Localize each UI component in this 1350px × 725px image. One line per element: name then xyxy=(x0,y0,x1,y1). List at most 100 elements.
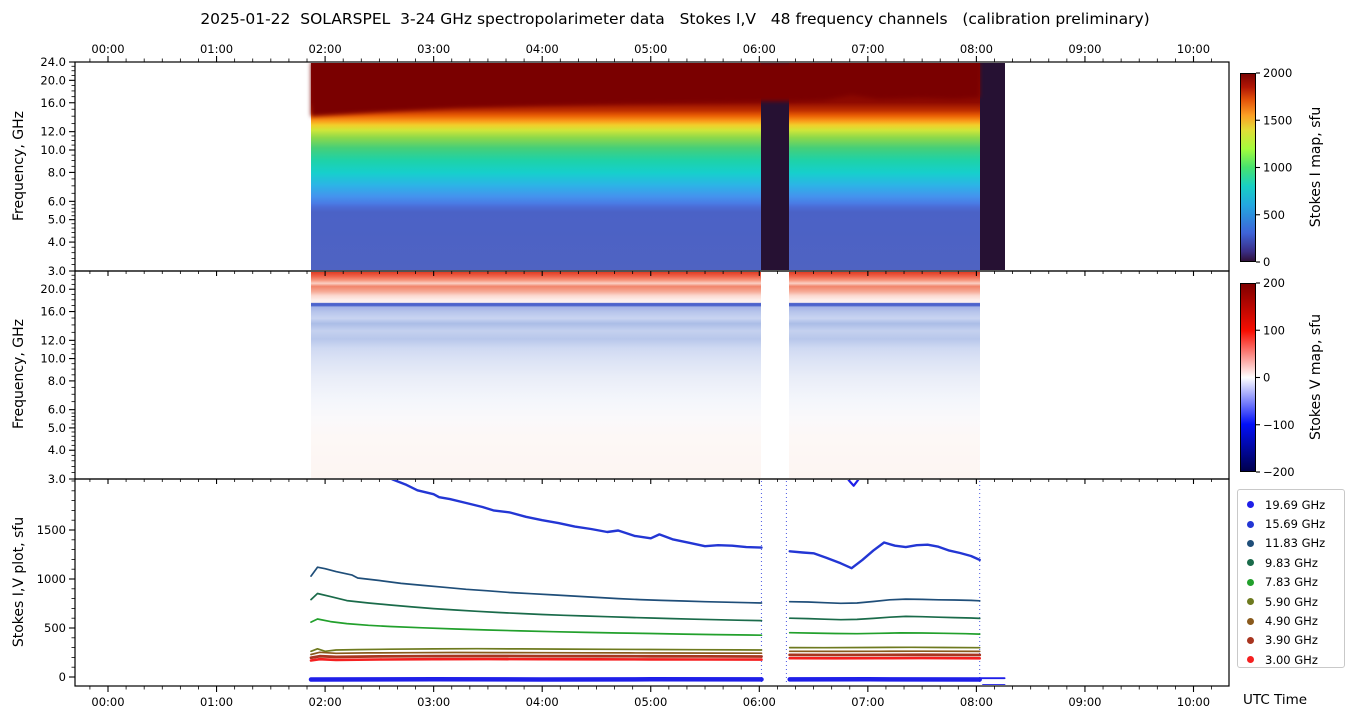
colorbar-tick-label: −100 xyxy=(1263,418,1295,432)
series-7.83 GHz xyxy=(310,618,763,637)
freq-tick-label: 20.0 xyxy=(40,282,66,296)
stokes-v-colorbar-label: Stokes V map, sfu xyxy=(1308,313,1324,440)
stokes-i-colorbar-label: Stokes I map, sfu xyxy=(1308,106,1324,227)
x-tick-label-top: 05:00 xyxy=(634,42,667,56)
freq-tick-label: 6.0 xyxy=(48,194,66,208)
series-3.90 GHz xyxy=(309,654,763,660)
colorbar-tick-label: 2000 xyxy=(1263,66,1292,80)
x-tick-label-top: 06:00 xyxy=(743,42,776,56)
colorbar-tick-label: 500 xyxy=(1263,208,1285,222)
x-tick-label-bottom: 08:00 xyxy=(960,695,993,709)
colorbar-tick-label: 0 xyxy=(1263,255,1270,269)
data-gap-band xyxy=(761,272,789,478)
sfu-tick-label: 0 xyxy=(59,670,66,684)
colorbar-tick-label: −200 xyxy=(1263,465,1295,479)
freq-tick-label: 16.0 xyxy=(40,96,66,110)
data-gap-band xyxy=(979,63,1005,270)
legend-label: 11.83 GHz xyxy=(1265,536,1326,551)
legend-label: 15.69 GHz xyxy=(1265,517,1326,532)
freq-tick-label: 20.0 xyxy=(40,73,66,87)
x-tick-label-top: 04:00 xyxy=(526,42,559,56)
series-11.83 GHz xyxy=(310,566,763,604)
x-tick-label-bottom: 02:00 xyxy=(309,695,342,709)
panel-frame xyxy=(74,478,1230,687)
colorbar-tick-label: 0 xyxy=(1263,371,1270,385)
legend-marker-icon xyxy=(1247,636,1254,644)
legend-label: 9.83 GHz xyxy=(1265,555,1318,570)
x-tick-label-top: 10:00 xyxy=(1177,42,1210,56)
x-tick-label-bottom: 01:00 xyxy=(200,695,233,709)
x-tick-label-bottom: 00:00 xyxy=(91,695,124,709)
series-9.83 GHz xyxy=(310,592,763,622)
freq-tick-label: 5.0 xyxy=(48,421,66,435)
series-7.83 GHz xyxy=(788,631,981,635)
legend-label: 3.90 GHz xyxy=(1265,633,1318,648)
series-4.90 GHz xyxy=(310,651,763,656)
legend-label: 19.69 GHz xyxy=(1265,497,1326,512)
x-tick-label-bottom: 04:00 xyxy=(526,695,559,709)
x-tick-label-top: 08:00 xyxy=(960,42,993,56)
x-tick-label-bottom: 06:00 xyxy=(743,695,776,709)
x-tick-label-top: 03:00 xyxy=(417,42,450,56)
legend-marker-icon xyxy=(1247,559,1254,567)
series-9.83 GHz xyxy=(788,615,981,621)
legend-marker-icon xyxy=(1247,501,1254,509)
stokes-v-spectrogram xyxy=(310,272,980,478)
freq-tick-label: 24.0 xyxy=(40,55,66,69)
frequency-legend: 19.69 GHz 15.69 GHz 11.83 GHz 9.83 GHz 7.83 … xyxy=(1237,489,1345,668)
freq-tick-label: 4.0 xyxy=(48,443,66,457)
x-tick-label-top: 01:00 xyxy=(200,42,233,56)
legend-marker-icon xyxy=(1247,578,1254,586)
legend-label: 5.90 GHz xyxy=(1265,594,1318,609)
x-tick-label-bottom: 05:00 xyxy=(634,695,667,709)
legend-item: 3.00 GHz xyxy=(1238,650,1344,669)
legend-marker-icon xyxy=(1247,656,1254,664)
freq-tick-label: 4.0 xyxy=(48,235,66,249)
x-tick-label-top: 00:00 xyxy=(91,42,124,56)
freq-tick-label: 6.0 xyxy=(48,403,66,417)
legend-item: 4.90 GHz xyxy=(1238,611,1344,630)
sfu-tick-label: 500 xyxy=(44,621,66,635)
colorbar-tick-label: 200 xyxy=(1263,276,1285,290)
freq-tick-label: 8.0 xyxy=(48,165,66,179)
legend-item: 7.83 GHz xyxy=(1238,573,1344,592)
series-3.00 GHz xyxy=(309,657,763,662)
freq-tick-label: 10.0 xyxy=(40,352,66,366)
legend-item: 9.83 GHz xyxy=(1238,553,1344,572)
legend-label: 4.90 GHz xyxy=(1265,614,1318,629)
legend-label: 7.83 GHz xyxy=(1265,575,1318,590)
legend-item: 15.69 GHz xyxy=(1238,514,1344,533)
stokes-i-colorbar xyxy=(1240,73,1256,262)
x-tick-label-bottom: 03:00 xyxy=(417,695,450,709)
freq-tick-label: 8.0 xyxy=(48,374,66,388)
x-tick-label-bottom: 10:00 xyxy=(1177,695,1210,709)
data-gap-band xyxy=(761,63,789,270)
sfu-tick-label: 1500 xyxy=(37,523,66,537)
freq-tick-label: 16.0 xyxy=(40,305,66,319)
stokes-iv-ylabel: Stokes I,V plot, sfu xyxy=(11,516,27,647)
utc-time-label: UTC Time xyxy=(1243,692,1308,708)
x-tick-label-bottom: 09:00 xyxy=(1068,695,1101,709)
stokes-v-colorbar xyxy=(1240,283,1256,472)
colorbar-tick-label: 100 xyxy=(1263,323,1285,337)
x-tick-label-top: 02:00 xyxy=(309,42,342,56)
freq-tick-label: 12.0 xyxy=(40,125,66,139)
legend-label: 3.00 GHz xyxy=(1265,652,1318,667)
colorbar-tick-label: 1500 xyxy=(1263,113,1292,127)
freq-tick-label: 12.0 xyxy=(40,333,66,347)
legend-marker-icon xyxy=(1247,617,1254,625)
figure-title: 2025-01-22 SOLARSPEL 3-24 GHz spectropol… xyxy=(200,10,1150,28)
legend-item: 5.90 GHz xyxy=(1238,592,1344,611)
freq-tick-label: 3.0 xyxy=(48,264,66,278)
legend-item: 3.90 GHz xyxy=(1238,631,1344,650)
legend-item: 11.83 GHz xyxy=(1238,534,1344,553)
legend-marker-icon xyxy=(1247,539,1254,547)
freq-tick-label: 3.0 xyxy=(48,472,66,486)
legend-item: 19.69 GHz xyxy=(1238,495,1344,514)
series-15.69 GHz xyxy=(788,541,981,570)
stokes-v-ylabel: Frequency, GHz xyxy=(11,319,27,429)
x-tick-label-top: 07:00 xyxy=(851,42,884,56)
stokes-i-ylabel: Frequency, GHz xyxy=(11,110,27,221)
freq-tick-label: 5.0 xyxy=(48,213,66,227)
series-5.90 GHz xyxy=(310,647,763,653)
